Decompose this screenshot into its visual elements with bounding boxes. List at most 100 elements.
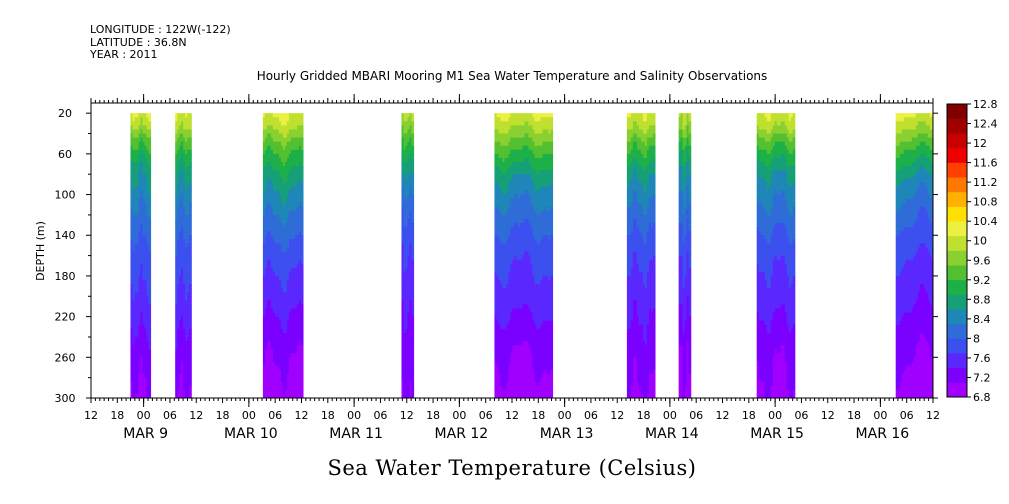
- temperature-cell: [401, 133, 405, 139]
- temperature-cell: [183, 157, 186, 163]
- temperature-cell: [296, 357, 300, 362]
- temperature-cell: [175, 243, 178, 249]
- temperature-cell: [278, 206, 282, 212]
- temperature-cell: [278, 243, 282, 249]
- temperature-cell: [544, 336, 548, 342]
- temperature-cell: [288, 292, 292, 297]
- temperature-cell: [148, 369, 152, 375]
- temperature-cell: [536, 218, 540, 224]
- temperature-cell: [284, 328, 288, 334]
- temperature-cell: [300, 275, 304, 281]
- temperature-cell: [500, 218, 504, 224]
- temperature-cell: [522, 235, 526, 240]
- temperature-cell: [140, 117, 144, 122]
- temperature-cell: [540, 182, 544, 188]
- temperature-cell: [512, 385, 516, 391]
- temperature-cell: [528, 381, 532, 387]
- temperature-cell: [134, 214, 138, 220]
- temperature-cell: [264, 288, 268, 293]
- temperature-cell: [536, 141, 540, 147]
- temperature-cell: [132, 332, 136, 338]
- temperature-cell: [514, 349, 518, 354]
- temperature-cell: [286, 328, 290, 334]
- temperature-cell: [138, 129, 142, 135]
- temperature-cell: [512, 162, 516, 167]
- temperature-cell: [544, 178, 548, 183]
- temperature-cell: [189, 308, 192, 314]
- temperature-cell: [146, 141, 150, 147]
- temperature-cell: [187, 182, 190, 188]
- temperature-cell: [506, 247, 510, 253]
- temperature-cell: [138, 267, 142, 273]
- temperature-cell: [522, 194, 526, 200]
- temperature-cell: [290, 133, 294, 139]
- temperature-cell: [181, 170, 184, 175]
- temperature-cell: [405, 377, 409, 383]
- temperature-cell: [514, 308, 518, 314]
- temperature-cell: [403, 133, 407, 139]
- temperature-cell: [270, 385, 274, 391]
- temperature-cell: [530, 186, 534, 192]
- temperature-cell: [520, 381, 524, 387]
- chart-title: Hourly Gridded MBARI Mooring M1 Sea Wate…: [257, 69, 768, 83]
- temperature-cell: [144, 194, 148, 200]
- temperature-cell: [294, 141, 298, 147]
- temperature-cell: [508, 255, 512, 261]
- temperature-cell: [526, 117, 530, 122]
- temperature-cell: [524, 117, 528, 122]
- temperature-cell: [187, 186, 190, 192]
- temperature-cell: [506, 357, 510, 362]
- temperature-cell: [534, 381, 538, 387]
- temperature-cell: [401, 231, 405, 236]
- temperature-cell: [142, 316, 146, 322]
- temperature-cell: [298, 345, 302, 350]
- temperature-cell: [268, 320, 272, 326]
- temperature-cell: [290, 316, 294, 322]
- temperature-cell: [498, 182, 502, 188]
- temperature-cell: [500, 170, 504, 175]
- temperature-cell: [270, 328, 274, 334]
- temperature-cell: [298, 141, 302, 147]
- temperature-cell: [140, 182, 144, 188]
- temperature-cell: [278, 157, 282, 163]
- temperature-cell: [520, 316, 524, 322]
- temperature-cell: [532, 162, 536, 167]
- temperature-cell: [300, 117, 304, 122]
- temperature-cell: [292, 296, 296, 301]
- temperature-cell: [546, 369, 550, 375]
- temperature-cell: [142, 251, 146, 257]
- temperature-cell: [532, 198, 536, 204]
- temperature-cell: [514, 125, 518, 131]
- temperature-cell: [185, 280, 188, 285]
- temperature-cell: [506, 389, 510, 395]
- temperature-cell: [403, 271, 407, 277]
- temperature-cell: [411, 239, 415, 244]
- temperature-cell: [148, 267, 152, 273]
- temperature-cell: [282, 231, 286, 236]
- temperature-cell: [498, 186, 502, 192]
- temperature-cell: [411, 133, 415, 139]
- temperature-cell: [294, 300, 298, 306]
- temperature-cell: [185, 345, 188, 350]
- temperature-cell: [264, 227, 268, 232]
- temperature-cell: [266, 308, 270, 314]
- temperature-cell: [296, 133, 300, 139]
- temperature-cell: [132, 304, 136, 310]
- temperature-cell: [280, 341, 284, 346]
- temperature-cell: [144, 393, 148, 398]
- temperature-cell: [183, 133, 186, 139]
- temperature-cell: [282, 271, 286, 277]
- temperature-cell: [266, 296, 270, 301]
- temperature-cell: [272, 336, 276, 342]
- temperature-cell: [138, 316, 142, 322]
- temperature-cell: [136, 336, 140, 342]
- temperature-cell: [175, 133, 178, 139]
- temperature-cell: [288, 365, 292, 371]
- temperature-cell: [189, 267, 192, 273]
- temperature-cell: [276, 296, 280, 301]
- temperature-cell: [508, 206, 512, 212]
- temperature-cell: [407, 332, 411, 338]
- temperature-cell: [185, 247, 188, 253]
- temperature-cell: [142, 381, 146, 387]
- temperature-cell: [272, 117, 276, 122]
